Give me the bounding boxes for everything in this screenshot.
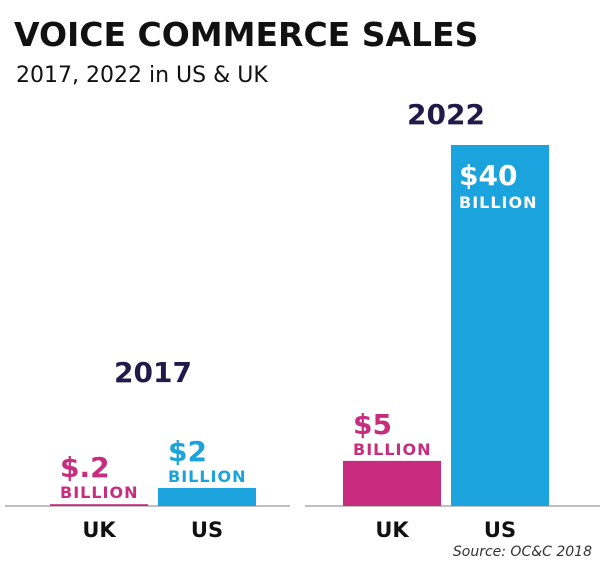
- chart-subtitle: 2017, 2022 in US & UK: [16, 63, 268, 88]
- value-unit: BILLION: [353, 440, 431, 459]
- value-label: $40: [459, 159, 517, 192]
- bar: [451, 145, 549, 506]
- x-tick-label: US: [191, 518, 223, 542]
- bar: [158, 487, 256, 506]
- bar: [343, 460, 441, 506]
- bar: [50, 504, 148, 506]
- source-note: Source: OC&C 2018: [453, 544, 592, 560]
- value-label: $.2: [60, 451, 110, 484]
- value-unit: BILLION: [60, 483, 138, 502]
- value-label: $5: [353, 408, 392, 441]
- chart-title: VOICE COMMERCE SALES: [14, 15, 478, 54]
- group-label: 2022: [407, 98, 485, 131]
- group-label: 2017: [114, 356, 192, 389]
- x-tick-label: UK: [82, 518, 116, 542]
- x-tick-label: UK: [375, 518, 409, 542]
- value-unit: BILLION: [459, 193, 537, 212]
- x-tick-label: US: [484, 518, 516, 542]
- value-unit: BILLION: [168, 467, 246, 486]
- value-label: $2: [168, 435, 207, 468]
